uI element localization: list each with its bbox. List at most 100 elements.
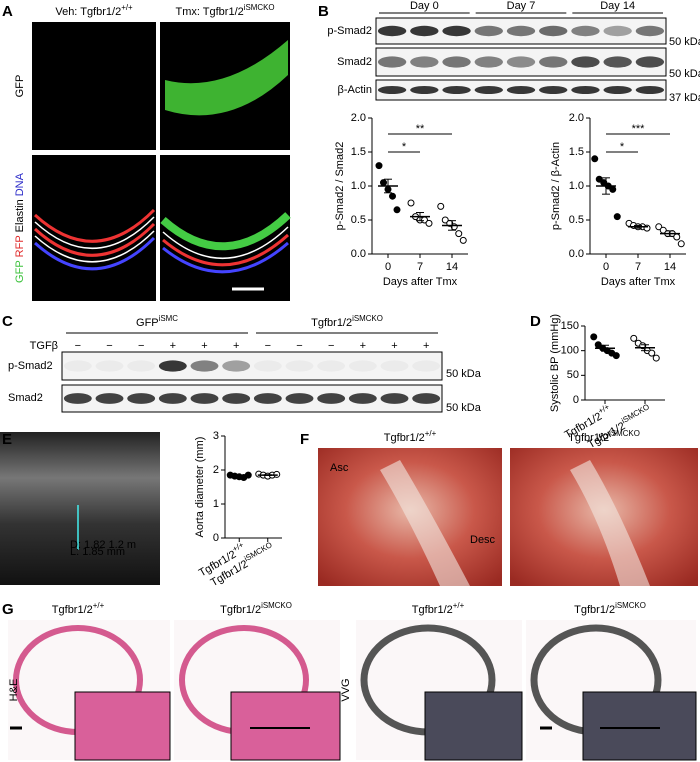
- panel-label: C: [2, 313, 13, 330]
- band: [539, 86, 568, 94]
- y-tick-label: 100: [561, 345, 579, 357]
- treatment-sign: −: [138, 340, 144, 352]
- band: [190, 360, 219, 372]
- treatment-sign: +: [391, 340, 397, 352]
- x-tick-label: 0: [385, 261, 391, 273]
- histology-title-text: Tgfbr1/2: [220, 604, 261, 616]
- band: [410, 25, 439, 37]
- y-tick-label: 0: [213, 532, 219, 544]
- blot-label: p-Smad2: [8, 360, 53, 372]
- marker-label: 37 kDa: [669, 92, 700, 104]
- column-title-text: Tmx: Tgfbr1/2: [175, 6, 243, 18]
- band: [222, 360, 251, 372]
- histology-title-sup: +/+: [93, 601, 105, 610]
- histology-title: Tgfbr1/2+/+: [52, 601, 105, 616]
- histology-title-text: Tgfbr1/2: [412, 604, 453, 616]
- panel-label: D: [530, 313, 541, 330]
- y-tick-label: 0.5: [351, 214, 366, 226]
- y-tick-label: 1.5: [351, 146, 366, 158]
- band: [377, 25, 407, 37]
- band: [380, 360, 409, 372]
- data-point: [612, 352, 620, 360]
- data-point: [393, 206, 401, 214]
- treatment-sign: +: [423, 340, 429, 352]
- photo-title: Tgfbr1/2iSMCKO: [568, 429, 640, 444]
- histology-title-sup: +/+: [453, 601, 465, 610]
- band: [285, 360, 314, 372]
- x-tick-label: 0: [603, 261, 609, 273]
- annotation: Asc: [330, 462, 349, 474]
- x-axis-label: Days after Tmx: [601, 276, 676, 288]
- band: [190, 393, 219, 404]
- x-tick-label: 14: [446, 261, 458, 273]
- data-point: [437, 202, 445, 210]
- row-label-part: RFP: [14, 235, 26, 257]
- data-point: [595, 175, 603, 183]
- band: [635, 56, 665, 68]
- y-tick-label: 2.0: [351, 112, 366, 124]
- histology-title-sup: iSMCKO: [261, 601, 292, 610]
- marker-label: 50 kDa: [669, 36, 700, 48]
- ultrasound-image: [0, 432, 160, 585]
- y-tick-label: 0.0: [569, 248, 584, 260]
- histology-title: Tgfbr1/2iSMCKO: [220, 601, 292, 616]
- y-tick-label: 0.0: [351, 248, 366, 260]
- treatment-label: TGFβ: [30, 340, 58, 352]
- x-tick-label-sup: iSMCKO: [620, 402, 651, 425]
- band: [377, 56, 407, 68]
- gross-images: [318, 448, 698, 586]
- band: [127, 360, 156, 372]
- band: [442, 25, 471, 37]
- blot-label: Smad2: [8, 392, 43, 404]
- treatment-sign: +: [233, 340, 239, 352]
- annotation: Desc: [470, 534, 496, 546]
- row-label: GFP: [14, 75, 26, 98]
- band: [380, 393, 409, 404]
- y-axis-label: p-Smad2 / Smad2: [334, 142, 346, 231]
- x-tick-label: 14: [664, 261, 676, 273]
- band: [635, 86, 665, 94]
- band: [348, 360, 377, 372]
- band: [571, 25, 600, 37]
- significance-label: ***: [632, 123, 646, 135]
- x-tick-label-sup: +/+: [597, 402, 612, 416]
- data-point: [455, 230, 463, 238]
- band: [474, 25, 503, 37]
- photo-title: Tgfbr1/2+/+: [384, 429, 437, 444]
- band: [317, 360, 346, 372]
- y-tick-label: 1.5: [569, 146, 584, 158]
- blot-label: p-Smad2: [327, 25, 372, 37]
- row-label-part: Elastin: [14, 199, 26, 232]
- blot-label: Smad2: [337, 56, 372, 68]
- data-point: [673, 233, 681, 241]
- y-tick-label: 150: [561, 320, 579, 332]
- marker-label: 50 kDa: [669, 68, 700, 80]
- band: [474, 86, 503, 94]
- data-point: [389, 192, 396, 200]
- data-point: [459, 236, 467, 244]
- data-point: [244, 471, 252, 479]
- column-title: Tmx: Tgfbr1/2iSMCKO: [175, 3, 274, 18]
- stain-label: H&E: [8, 679, 20, 702]
- ultrasound-text: L: 1.85 mm: [70, 546, 125, 558]
- column-title: Veh: Tgfbr1/2+/+: [55, 3, 133, 18]
- treatment-sign: −: [265, 340, 271, 352]
- day-label: Day 14: [600, 0, 635, 12]
- y-axis-label: Aorta diameter (mm): [194, 437, 206, 538]
- y-tick-label: 0.5: [569, 214, 584, 226]
- panel-label: E: [2, 431, 12, 448]
- data-point: [375, 162, 383, 170]
- y-tick-label: 0: [573, 394, 579, 406]
- column-title-sup: iSMCKO: [244, 3, 275, 12]
- band: [285, 393, 314, 404]
- band: [348, 393, 377, 404]
- panel-label: G: [2, 601, 14, 618]
- y-tick-label: 1.0: [351, 180, 366, 192]
- treatment-sign: −: [296, 340, 302, 352]
- marker-label: 50 kDa: [446, 368, 482, 380]
- treatment-sign: −: [328, 340, 334, 352]
- y-axis-label: Systolic BP (mmHg): [549, 314, 561, 412]
- band: [95, 393, 124, 404]
- band: [506, 56, 536, 68]
